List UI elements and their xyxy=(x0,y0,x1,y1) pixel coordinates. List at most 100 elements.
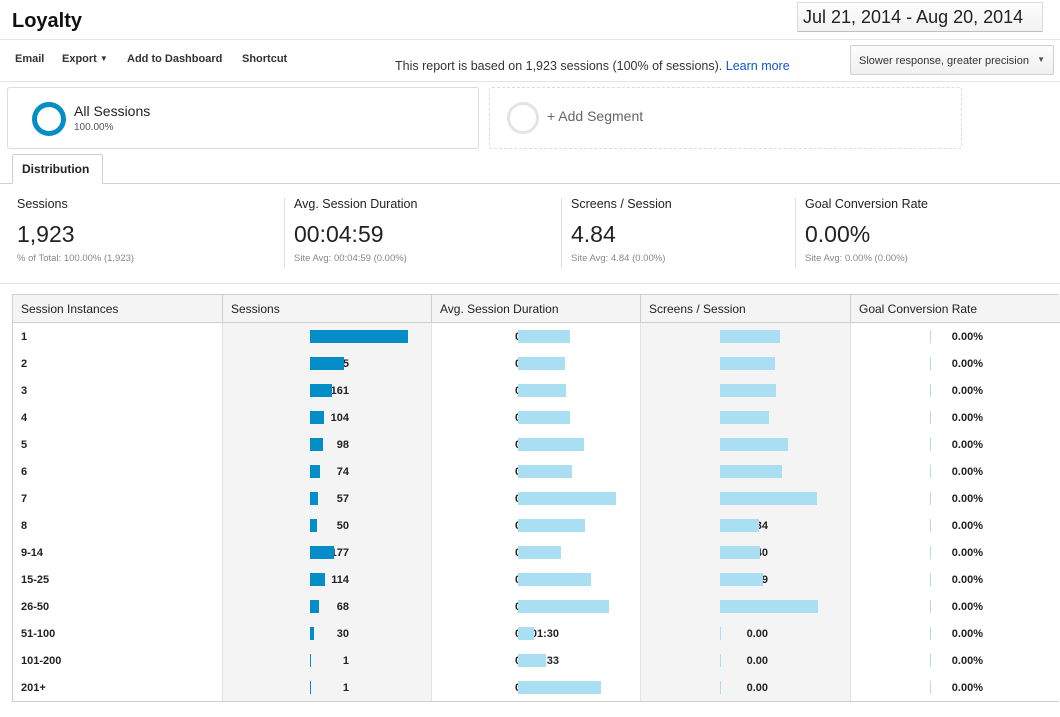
avg-session-duration-bar xyxy=(518,600,610,613)
column-header-avg-session-duration[interactable]: Avg. Session Duration xyxy=(431,295,640,323)
session-instance-label: 201+ xyxy=(21,682,46,694)
cell-screens-per-session: 5.27 xyxy=(640,458,850,485)
sessions-bar xyxy=(310,654,311,667)
report-toolbar: Email Export ▼ Add to Dashboard Shortcut … xyxy=(0,40,1060,82)
sessions-bar xyxy=(310,465,320,478)
column-header-sessions[interactable]: Sessions xyxy=(222,295,431,323)
scorecard-divider xyxy=(561,198,562,268)
segment-ring-icon xyxy=(32,102,66,136)
segment-all-sessions[interactable]: All Sessions 100.00% xyxy=(7,87,479,149)
sessions-bar xyxy=(310,384,332,397)
cell-screens-per-session: 8.35 xyxy=(640,593,850,620)
goal-conversion-rate-bar xyxy=(930,384,931,397)
goal-conversion-rate-bar xyxy=(930,654,931,667)
date-range-picker[interactable]: Jul 21, 2014 - Aug 20, 2014 xyxy=(797,2,1043,32)
sessions-bar xyxy=(310,519,317,532)
add-segment-button[interactable]: + Add Segment xyxy=(489,87,962,149)
screens-per-session-bar xyxy=(720,465,782,478)
avg-session-duration-bar xyxy=(518,573,591,586)
screens-per-session-bar xyxy=(720,411,769,424)
screens-per-session-bar xyxy=(720,492,818,505)
sessions-value: 57 xyxy=(336,493,349,505)
screens-per-session-bar xyxy=(720,438,788,451)
avg-session-duration-bar xyxy=(518,519,586,532)
cell-sessions: 104 xyxy=(222,404,431,431)
goal-conversion-rate-value: 0.00% xyxy=(951,628,983,640)
goal-conversion-rate-bar xyxy=(930,411,931,424)
scorecard-subtext: Site Avg: 4.84 (0.00%) xyxy=(571,253,666,264)
column-header-screens-per-session[interactable]: Screens / Session xyxy=(640,295,850,323)
sessions-bar xyxy=(310,600,320,613)
cell-session-instances: 4 xyxy=(13,404,222,431)
cell-avg-session-duration: 00:08:20 xyxy=(431,593,640,620)
column-header-session-instances[interactable]: Session Instances xyxy=(21,302,119,316)
cell-sessions: 1 xyxy=(222,647,431,674)
email-button[interactable]: Email xyxy=(15,53,45,65)
cell-session-instances: 9-14 xyxy=(13,539,222,566)
cell-session-instances: 1 xyxy=(13,323,222,350)
table-row: 7 57 00:08:568.28 0.00% xyxy=(13,485,1060,512)
learn-more-link[interactable]: Learn more xyxy=(725,59,790,73)
cell-sessions: 114 xyxy=(222,566,431,593)
cell-avg-session-duration: 00:07:32 xyxy=(431,674,640,701)
cell-session-instances: 201+ xyxy=(13,674,222,701)
cell-goal-conversion-rate: 0.00% xyxy=(850,620,1060,647)
cell-session-instances: 51-100 xyxy=(13,620,222,647)
scorecard-avg-session-duration: Avg. Session Duration 00:04:59 Site Avg:… xyxy=(294,197,554,269)
avg-session-duration-bar xyxy=(518,330,570,343)
cell-sessions: 68 xyxy=(222,593,431,620)
table-row: 201+ 1 00:07:32 0.00 0.00% xyxy=(13,674,1060,701)
shortcut-button[interactable]: Shortcut xyxy=(242,53,288,65)
goal-conversion-rate-value: 0.00% xyxy=(951,601,983,613)
session-instance-label: 2 xyxy=(21,358,28,370)
export-label: Export xyxy=(62,53,97,65)
cell-screens-per-session: 0.00 xyxy=(640,674,850,701)
sessions-value: 161 xyxy=(330,385,349,397)
sampling-precision-select[interactable]: Slower response, greater precision ▼ xyxy=(850,45,1054,75)
sessions-bar xyxy=(310,438,324,451)
goal-conversion-rate-value: 0.00% xyxy=(951,655,983,667)
avg-session-duration-bar xyxy=(518,492,616,505)
screens-per-session-bar xyxy=(720,573,764,586)
goal-conversion-rate-value: 0.00% xyxy=(951,385,983,397)
tab-distribution[interactable]: Distribution xyxy=(12,154,103,184)
sessions-value: 74 xyxy=(336,466,349,478)
session-instance-label: 1 xyxy=(21,331,28,343)
cell-screens-per-session: 4.66 xyxy=(640,350,850,377)
session-instance-label: 3 xyxy=(21,385,28,397)
scorecard-subtext: Site Avg: 0.00% (0.00%) xyxy=(805,253,908,264)
cell-avg-session-duration: 00:04:55 xyxy=(431,458,640,485)
cell-sessions: 74 xyxy=(222,458,431,485)
report-header: Loyalty Jul 21, 2014 - Aug 20, 2014 xyxy=(0,0,1060,40)
cell-avg-session-duration: 00:04:18 xyxy=(431,350,640,377)
cell-session-instances: 15-25 xyxy=(13,566,222,593)
table-row: 51-100 30 00:01:30 0.00 0.00% xyxy=(13,620,1060,647)
export-button[interactable]: Export ▼ xyxy=(62,53,108,65)
screens-per-session-bar xyxy=(720,357,775,370)
avg-session-duration-bar xyxy=(518,627,535,640)
goal-conversion-rate-value: 0.00% xyxy=(951,331,983,343)
avg-session-duration-bar xyxy=(518,384,566,397)
column-header-goal-conversion-rate[interactable]: Goal Conversion Rate xyxy=(850,295,1060,323)
goal-conversion-rate-value: 0.00% xyxy=(951,520,983,532)
goal-conversion-rate-value: 0.00% xyxy=(951,493,983,505)
scorecard-subtext: Site Avg: 00:04:59 (0.00%) xyxy=(294,253,407,264)
session-instance-label: 9-14 xyxy=(21,547,44,559)
cell-avg-session-duration: 00:04:42 xyxy=(431,323,640,350)
cell-sessions: 177 xyxy=(222,539,431,566)
goal-conversion-rate-bar xyxy=(930,465,931,478)
sessions-bar xyxy=(310,411,324,424)
add-to-dashboard-button[interactable]: Add to Dashboard xyxy=(127,53,223,65)
sessions-bar xyxy=(310,681,311,694)
avg-session-duration-bar xyxy=(518,681,601,694)
cell-screens-per-session: 0.00 xyxy=(640,647,850,674)
cell-session-instances: 26-50 xyxy=(13,593,222,620)
cell-session-instances: 8 xyxy=(13,512,222,539)
cell-avg-session-duration: 00:06:09 xyxy=(431,512,640,539)
table-row: 2 25500:04:184.66 0.00% xyxy=(13,350,1060,377)
session-instance-label: 7 xyxy=(21,493,28,505)
cell-avg-session-duration: 00:04:20 xyxy=(431,377,640,404)
session-instance-label: 8 xyxy=(21,520,28,532)
cell-avg-session-duration: 00:04:43 xyxy=(431,404,640,431)
sessions-bar xyxy=(310,330,408,343)
